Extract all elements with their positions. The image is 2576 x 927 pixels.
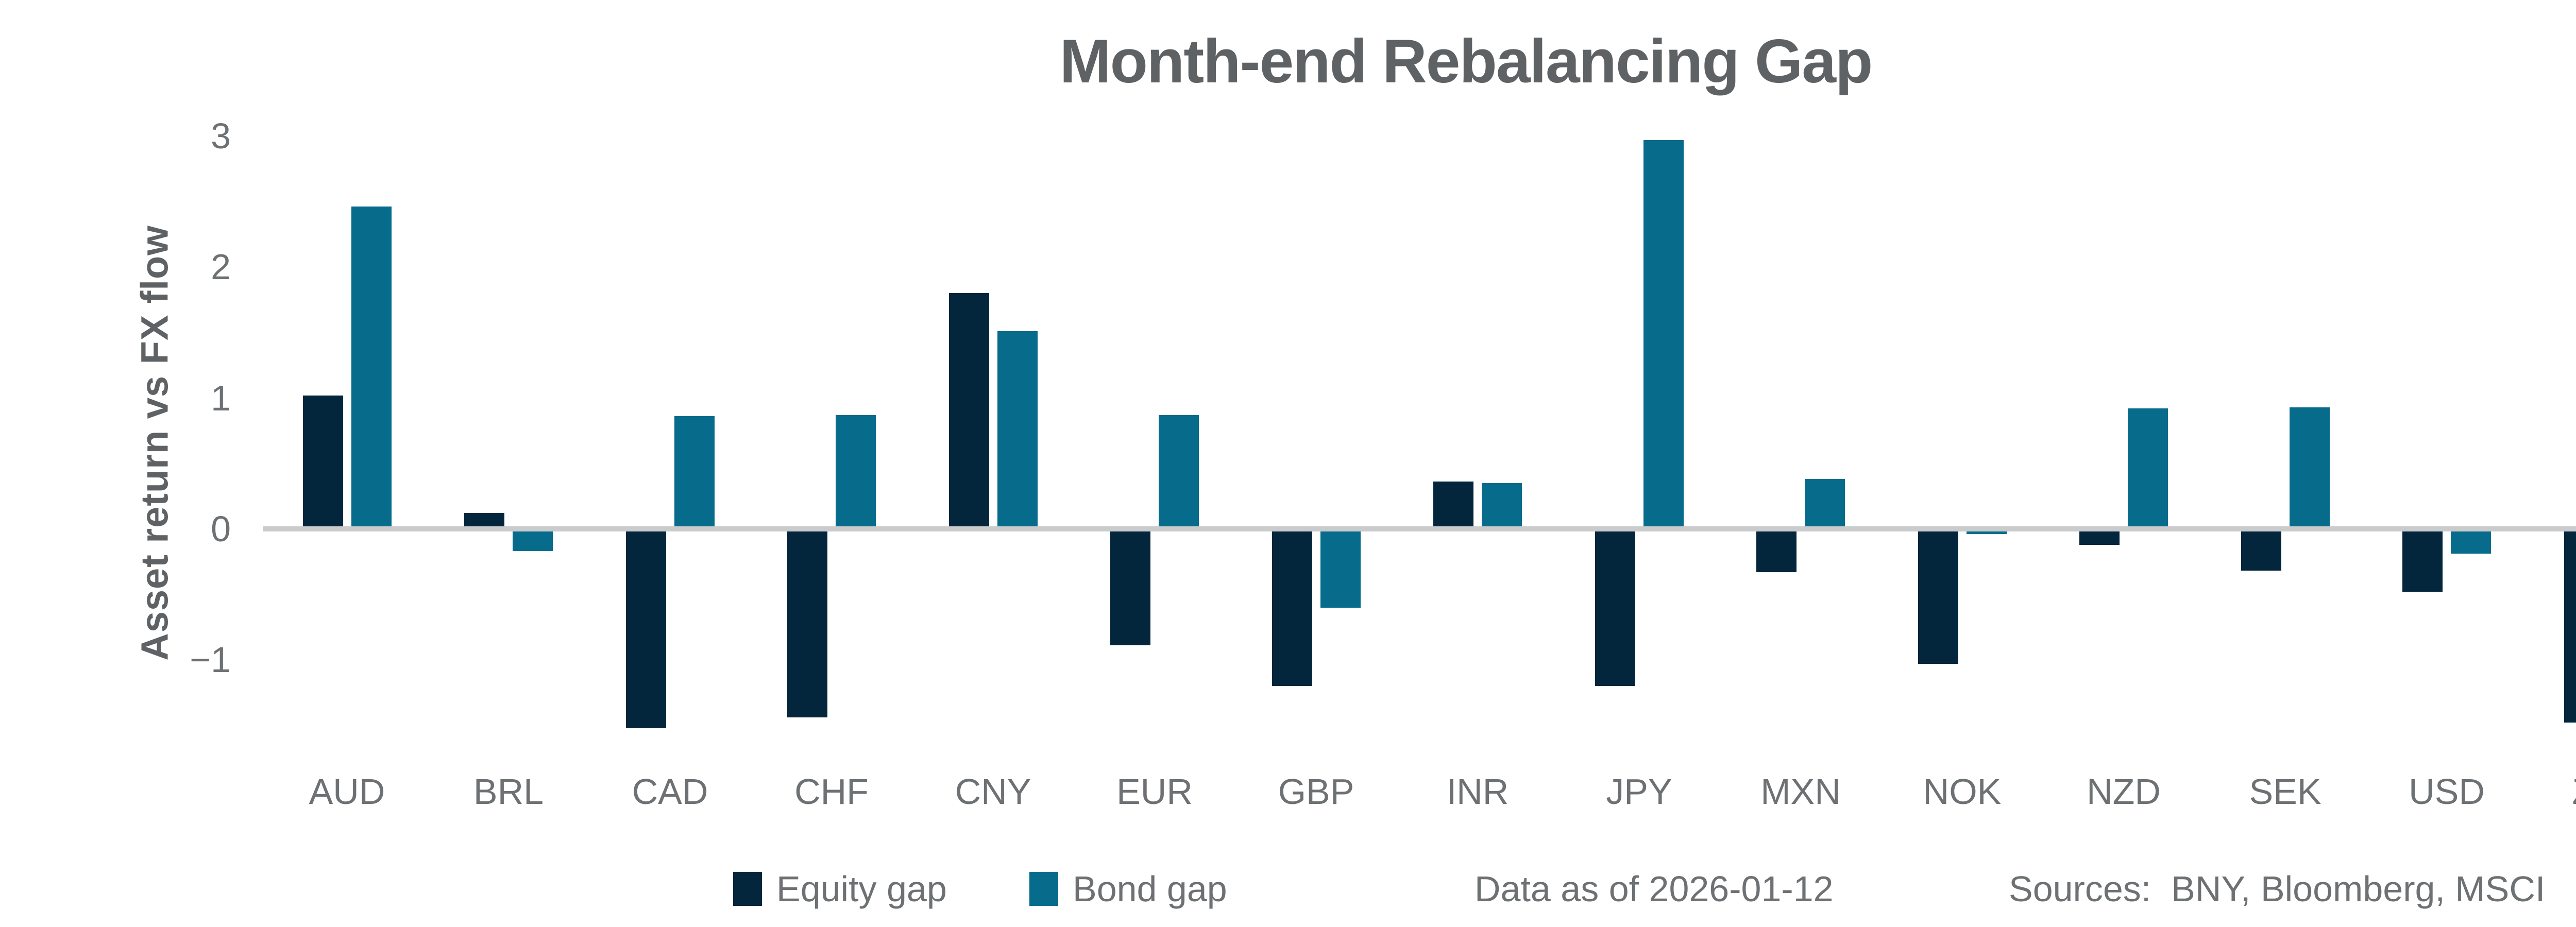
bar-USD-equity (2402, 529, 2443, 592)
equity-gap-legend-swatch-icon (733, 872, 762, 906)
bar-INR-equity (1433, 482, 1473, 529)
bar-SEK-equity (2241, 529, 2281, 571)
bar-NOK-equity (1918, 529, 1958, 664)
x-label-NOK: NOK (1923, 771, 2002, 812)
bar-MXN-bond (1805, 479, 1845, 529)
bar-NZD-equity (2079, 529, 2120, 545)
bar-EUR-equity (1110, 529, 1150, 646)
x-label-ZAR: ZAR (2531, 768, 2576, 815)
x-label-EUR: EUR (1116, 771, 1193, 812)
legend-bond-label: Bond gap (1073, 869, 1227, 909)
bar-INR-bond (1482, 483, 1522, 529)
sources-note: Sources: BNY, Bloomberg, MSCI (2009, 869, 2546, 909)
bar-CHF-equity (787, 529, 827, 718)
x-label-SEK: SEK (2249, 771, 2321, 812)
zero-axis-line (263, 526, 2576, 531)
y-tick-label--1: −1 (190, 640, 231, 680)
bar-GBP-equity (1272, 529, 1312, 686)
x-label-CAD: CAD (632, 771, 708, 812)
bar-BRL-bond (513, 529, 553, 552)
x-label-JPY: JPY (1606, 771, 1672, 812)
bar-AUD-equity (302, 395, 343, 529)
y-tick-label-1: 1 (211, 377, 231, 418)
bar-GBP-bond (1320, 529, 1361, 608)
legend-item-equity-gap: Equity gap (733, 868, 947, 909)
x-label-INR: INR (1446, 771, 1509, 812)
bond-gap-legend-swatch-icon (1029, 872, 1058, 906)
x-label-NZD: NZD (2087, 771, 2161, 812)
y-tick-label-2: 2 (211, 247, 231, 287)
x-label-CHF: CHF (794, 771, 869, 812)
bar-BRL-equity (464, 513, 504, 529)
bar-SEK-bond (2289, 407, 2330, 529)
legend-equity-label: Equity gap (776, 869, 947, 909)
y-tick-label-3: 3 (211, 116, 231, 157)
data-as-of-note: Data as of 2026-01-12 (1475, 869, 1834, 909)
bar-EUR-bond (1159, 415, 1199, 529)
bar-NZD-bond (2128, 408, 2168, 529)
bar-NOK-bond (1966, 529, 2007, 535)
bar-CNY-equity (948, 293, 989, 529)
x-label-CNY: CNY (955, 771, 1031, 812)
x-label-BRL: BRL (473, 771, 544, 812)
x-label-GBP: GBP (1278, 771, 1354, 812)
bar-USD-bond (2451, 529, 2491, 554)
bar-CHF-bond (836, 415, 876, 529)
bar-CNY-bond (997, 331, 1038, 529)
bar-MXN-equity (1756, 529, 1797, 572)
y-tick-label-0: 0 (211, 509, 231, 549)
x-label-USD: USD (2409, 771, 2485, 812)
chart-title: Month-end Rebalancing Gap (1059, 27, 1873, 96)
x-label-AUD: AUD (309, 771, 385, 812)
bar-JPY-bond (1643, 140, 1684, 529)
bar-ZAR-equity (2564, 529, 2576, 723)
bar-JPY-equity (1595, 529, 1635, 686)
bar-CAD-equity (625, 529, 666, 728)
bar-AUD-bond (351, 207, 392, 529)
bar-CAD-bond (674, 416, 715, 529)
legend-item-bond-gap: Bond gap (1029, 868, 1227, 909)
x-label-MXN: MXN (1760, 771, 1841, 812)
